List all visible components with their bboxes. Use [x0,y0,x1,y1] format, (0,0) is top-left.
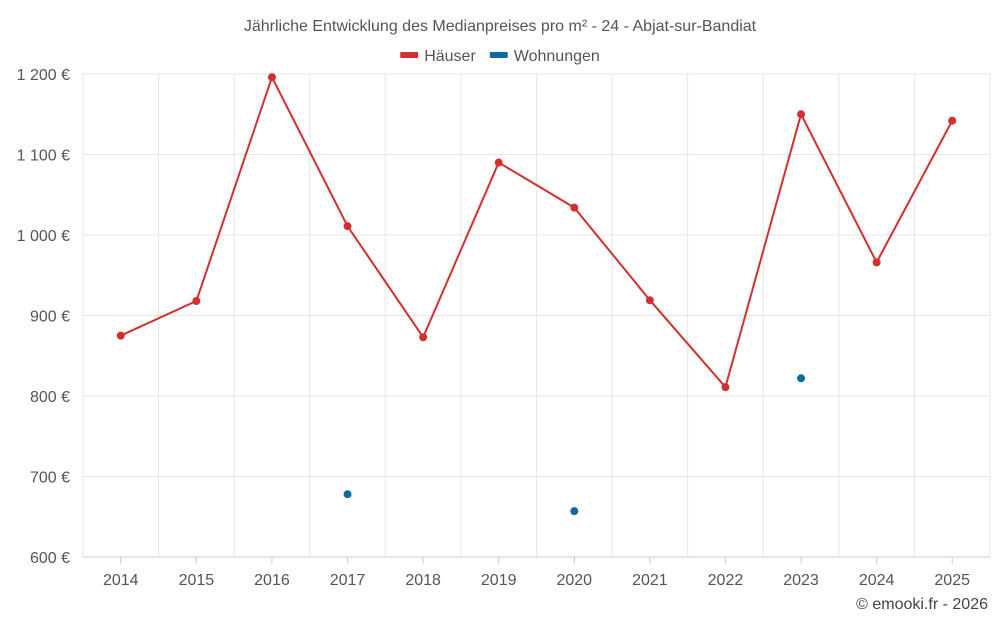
legend-label-1: Wohnungen [514,48,600,65]
legend-label-0: Häuser [424,48,476,65]
chart-title: Jährliche Entwicklung des Medianpreises … [244,18,757,35]
data-point-0-2015 [192,297,201,306]
y-tick-label-1000: 1 000 € [17,228,70,245]
data-point-0-2019 [494,158,503,167]
x-tick-label-2025: 2025 [934,572,970,589]
series-0 [116,73,957,392]
x-tick-label-2017: 2017 [330,572,366,589]
credit-text: © emooki.fr - 2026 [856,596,988,613]
x-tick-label-2023: 2023 [783,572,819,589]
x-tick-label-2021: 2021 [632,572,668,589]
data-point-1-2020 [570,507,579,516]
data-point-0-2014 [116,331,125,340]
y-tick-label-800: 800 € [30,389,70,406]
data-point-0-2022 [721,383,730,392]
series-line-0 [120,76,954,389]
x-tick-label-2015: 2015 [179,572,215,589]
y-tick-label-600: 600 € [30,550,70,567]
data-point-0-2023 [797,110,806,119]
x-tick-label-2024: 2024 [859,572,895,589]
x-tick-label-2019: 2019 [481,572,517,589]
legend: Häuser Wohnungen [400,48,600,65]
y-tick-label-1100: 1 100 € [17,148,70,165]
data-point-0-2021 [645,296,654,305]
data-point-0-2017 [343,222,352,231]
x-tick-label-2018: 2018 [405,572,441,589]
x-tick-label-2014: 2014 [103,572,139,589]
data-point-0-2016 [267,73,276,82]
x-tick-label-2016: 2016 [254,572,290,589]
series-layer [116,73,957,516]
data-point-0-2020 [570,203,579,212]
grid [82,73,991,557]
axes: 600 € 700 € 800 € 900 € 1 000 € 1 100 € 1 200 … [17,67,990,589]
series-1 [343,374,806,516]
x-tick-label-2020: 2020 [556,572,592,589]
legend-swatch-0 [400,52,419,58]
data-point-1-2023 [797,374,806,383]
data-point-0-2025 [948,116,957,125]
y-tick-label-1200: 1 200 € [17,67,70,84]
data-point-0-2024 [872,258,881,267]
data-point-0-2018 [419,333,428,342]
x-tick-label-2022: 2022 [708,572,744,589]
y-tick-label-900: 900 € [30,309,70,326]
legend-swatch-1 [489,52,508,58]
data-point-1-2017 [343,490,352,499]
y-tick-label-700: 700 € [30,470,70,487]
